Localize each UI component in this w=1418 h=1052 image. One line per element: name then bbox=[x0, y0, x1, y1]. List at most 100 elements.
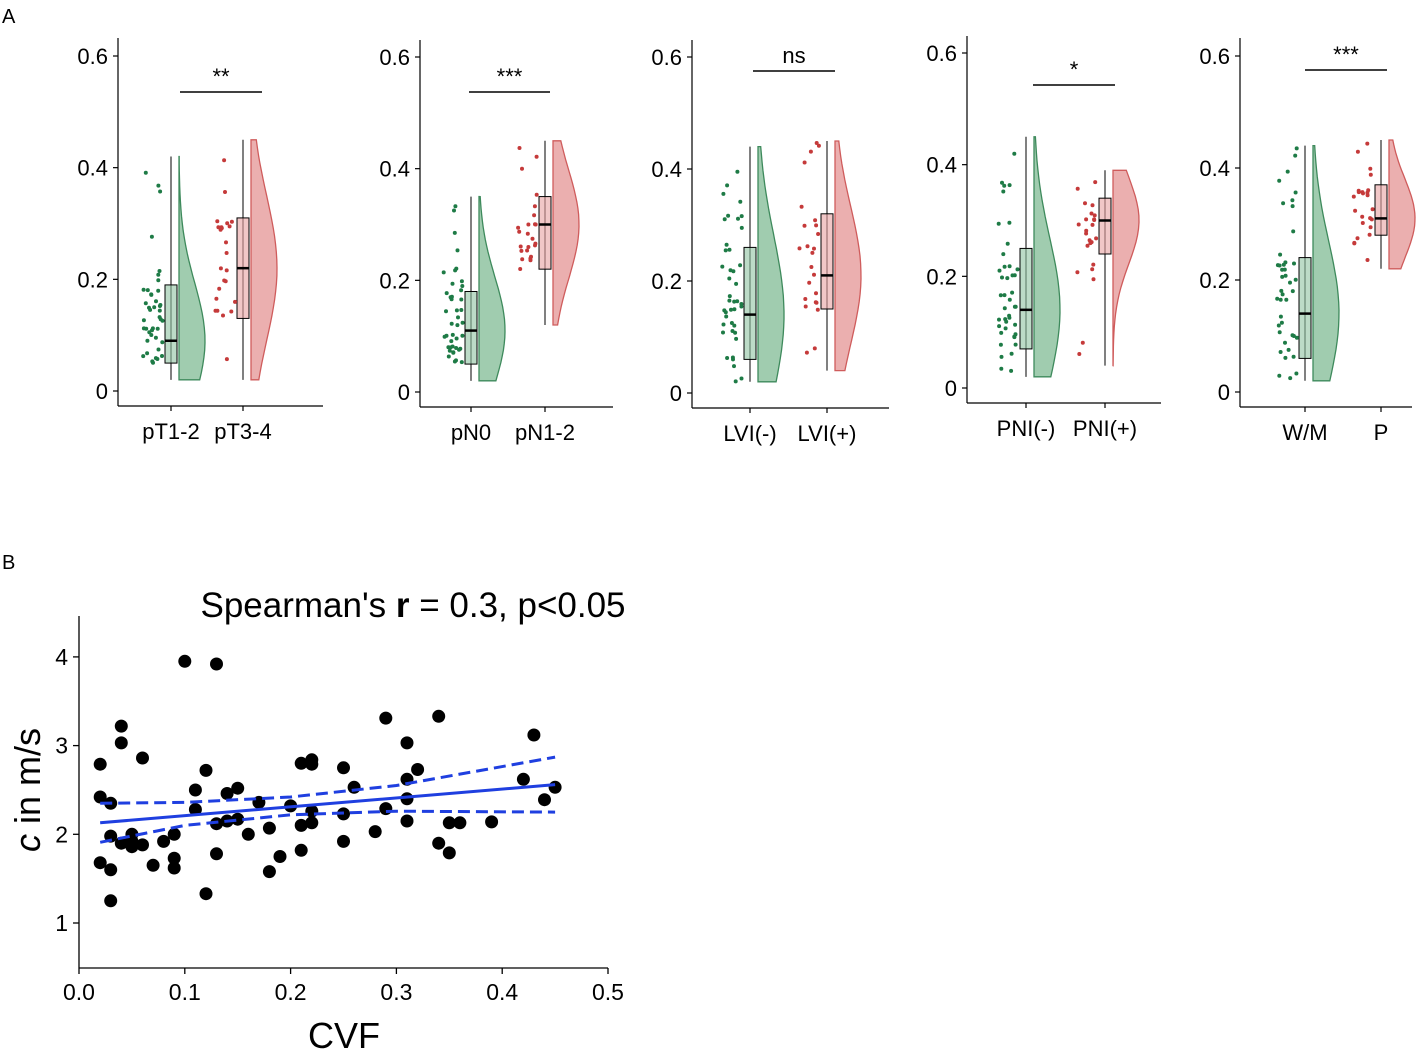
data-point bbox=[456, 315, 460, 320]
data-point bbox=[156, 347, 161, 352]
data-point bbox=[726, 213, 731, 218]
y-tick-label: 0 bbox=[96, 379, 108, 404]
data-point bbox=[1005, 241, 1010, 246]
data-point bbox=[224, 357, 229, 362]
x-tick-label: 0.1 bbox=[169, 979, 201, 1005]
data-point bbox=[1010, 290, 1015, 295]
data-point bbox=[729, 307, 733, 312]
scatter-point bbox=[210, 847, 223, 861]
scatter-point bbox=[400, 814, 414, 828]
violin-LVI(+) bbox=[834, 140, 862, 372]
data-point bbox=[1009, 368, 1014, 373]
data-point bbox=[1290, 204, 1295, 209]
data-point bbox=[517, 229, 522, 234]
violin-P bbox=[1388, 139, 1416, 270]
x-tick-label: pN0 bbox=[451, 420, 491, 445]
data-point bbox=[224, 240, 228, 245]
data-point bbox=[444, 291, 449, 296]
data-point bbox=[1351, 194, 1356, 199]
data-point bbox=[1013, 342, 1018, 347]
data-point bbox=[1276, 323, 1281, 328]
data-point bbox=[157, 269, 162, 273]
data-point bbox=[724, 314, 729, 319]
data-point bbox=[1277, 263, 1282, 268]
data-point bbox=[1294, 371, 1299, 376]
y-axis-label: c in m/s bbox=[7, 728, 48, 852]
scatter-point bbox=[432, 836, 446, 850]
box bbox=[464, 291, 478, 365]
data-point bbox=[153, 356, 158, 361]
data-point bbox=[532, 213, 537, 218]
data-point bbox=[141, 318, 146, 323]
chart-title: Spearman's r = 0.3, p<0.05 bbox=[200, 586, 625, 625]
violin-pT1-2 bbox=[178, 155, 206, 381]
data-point bbox=[1365, 258, 1370, 262]
box bbox=[164, 284, 178, 364]
data-point bbox=[156, 278, 161, 283]
data-point bbox=[1280, 292, 1285, 297]
data-point bbox=[1283, 355, 1288, 360]
scatter-point bbox=[337, 761, 350, 775]
data-point bbox=[447, 348, 452, 353]
data-point bbox=[725, 356, 730, 360]
scatter-point bbox=[199, 763, 213, 777]
data-point bbox=[1002, 264, 1007, 269]
data-point bbox=[144, 326, 149, 331]
data-point bbox=[459, 279, 464, 284]
data-point bbox=[722, 217, 727, 222]
data-point bbox=[808, 149, 813, 154]
data-point bbox=[1015, 267, 1020, 272]
violin-pT3-4 bbox=[250, 139, 278, 381]
data-point bbox=[145, 288, 150, 293]
data-point bbox=[1285, 169, 1290, 174]
y-tick-label: 0.2 bbox=[1199, 268, 1230, 293]
data-point bbox=[997, 317, 1001, 322]
data-point bbox=[814, 141, 819, 145]
box bbox=[820, 213, 834, 310]
data-point bbox=[1291, 334, 1296, 338]
data-point bbox=[141, 354, 146, 359]
x-tick-label: W/M bbox=[1282, 420, 1327, 445]
data-point bbox=[1278, 252, 1283, 257]
data-point bbox=[145, 351, 150, 356]
scatter-point bbox=[136, 838, 149, 852]
data-point bbox=[158, 189, 163, 194]
data-point bbox=[1365, 141, 1370, 146]
confidence-band-upper bbox=[100, 755, 556, 805]
scatter-point bbox=[347, 780, 361, 794]
x-tick-label: 0.4 bbox=[486, 979, 518, 1005]
data-point bbox=[1092, 213, 1097, 218]
data-point bbox=[997, 324, 1002, 329]
scatter-point bbox=[368, 825, 382, 839]
x-tick-label: 0.0 bbox=[63, 979, 95, 1005]
data-point bbox=[1277, 330, 1282, 335]
scatter-point bbox=[516, 772, 530, 786]
data-point bbox=[805, 244, 810, 249]
data-point bbox=[534, 192, 539, 197]
data-point bbox=[814, 291, 818, 296]
data-point bbox=[1368, 172, 1373, 177]
data-point bbox=[735, 169, 740, 174]
data-point bbox=[1355, 149, 1360, 154]
data-point bbox=[1294, 146, 1299, 151]
data-point bbox=[448, 295, 453, 300]
data-point bbox=[1090, 203, 1095, 208]
scatter-point bbox=[400, 736, 414, 750]
scatter-point bbox=[453, 816, 467, 830]
data-point bbox=[1367, 232, 1372, 237]
data-point bbox=[725, 183, 730, 188]
scatter-point bbox=[294, 818, 308, 832]
data-point bbox=[160, 340, 165, 345]
violin-panel-3: 0 0.2 0.4 0.6 LVI(-) LVI(+) ns bbox=[651, 40, 889, 446]
y-tick-label: 0.2 bbox=[77, 267, 108, 292]
data-point bbox=[1360, 221, 1365, 225]
scatter-point bbox=[241, 827, 255, 841]
data-point bbox=[519, 248, 524, 253]
y-tick-label: 0.6 bbox=[651, 45, 682, 70]
data-point bbox=[1084, 217, 1089, 222]
data-point bbox=[147, 305, 151, 310]
data-point bbox=[1281, 201, 1286, 206]
data-point bbox=[1075, 270, 1080, 275]
data-point bbox=[1355, 236, 1360, 241]
scatter-point bbox=[262, 821, 276, 835]
